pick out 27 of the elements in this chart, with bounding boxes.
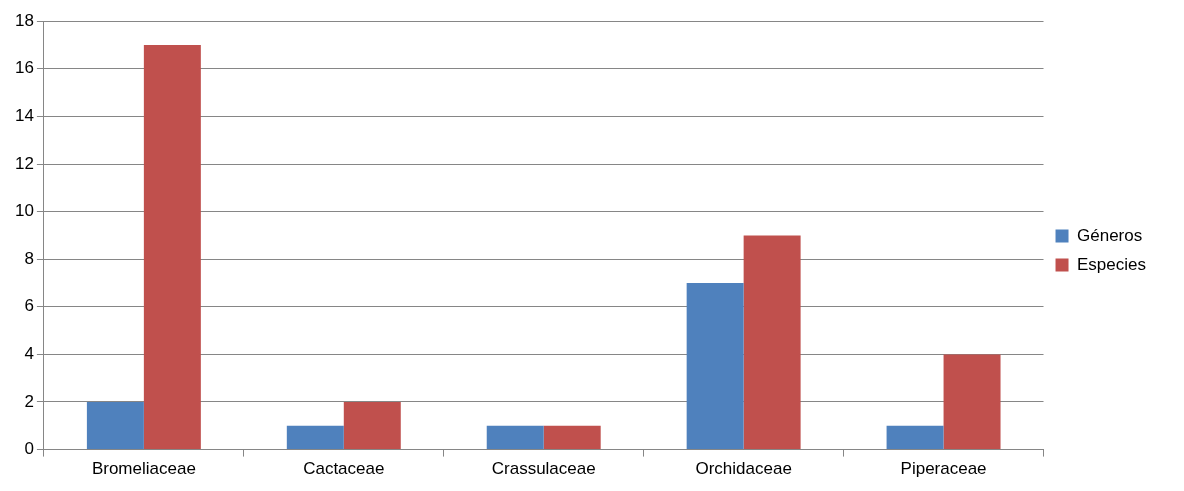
y-tick-label: 10: [14, 201, 34, 221]
bar: [86, 402, 144, 450]
bar: [743, 235, 801, 450]
y-tick-label: 4: [24, 344, 34, 364]
bar: [486, 425, 544, 450]
y-tick-label: 14: [14, 106, 34, 126]
bar: [143, 45, 201, 450]
y-tick-label: 12: [14, 153, 34, 173]
y-tick-label: 6: [24, 296, 34, 316]
x-tick-label: Crassulaceae: [491, 459, 596, 479]
legend-label: Géneros: [1077, 225, 1143, 245]
x-tick-label: Piperaceae: [900, 459, 987, 479]
bar: [943, 354, 1001, 450]
x-tick-label: Orchidaceae: [695, 459, 792, 479]
y-tick-label: 16: [14, 58, 34, 78]
bar: [886, 425, 944, 450]
bar: [543, 425, 601, 450]
y-tick-label: 8: [24, 248, 34, 268]
x-tick-label: Bromeliaceae: [91, 459, 196, 479]
bar: [286, 425, 344, 450]
bar: [686, 283, 744, 450]
legend-label: Especies: [1077, 254, 1146, 274]
bar: [343, 402, 401, 450]
x-tick-label: Cactaceae: [303, 459, 385, 479]
y-tick-label: 0: [24, 439, 34, 459]
y-tick-label: 2: [24, 391, 34, 411]
y-tick-label: 18: [14, 10, 34, 30]
